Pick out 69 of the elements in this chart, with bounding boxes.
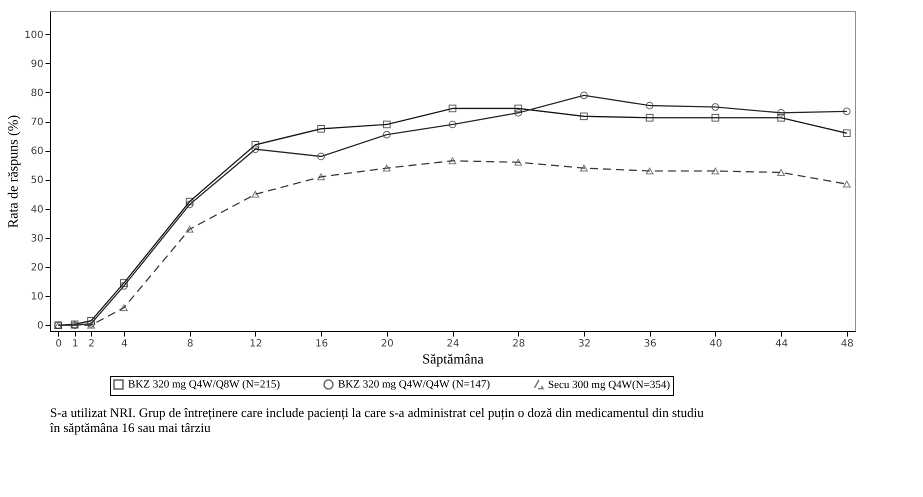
- point: [448, 120, 456, 128]
- x-tick-label: 12: [249, 338, 262, 350]
- x-tick-label: 44: [775, 338, 788, 350]
- point: [777, 108, 785, 117]
- point: [186, 198, 194, 206]
- x-tick-label: 36: [644, 338, 657, 350]
- y-axis-title: Rata de răspuns (%): [6, 114, 22, 228]
- x-axis-title: Săptămâna: [422, 352, 484, 368]
- point: [186, 200, 194, 208]
- x-tick-label: 32: [578, 338, 591, 350]
- point: [646, 114, 654, 122]
- point: [252, 140, 260, 149]
- point: [712, 103, 720, 111]
- x-tick-label: 1: [72, 338, 78, 350]
- x-tick-label: 8: [186, 338, 194, 350]
- x-tick-label: 16: [315, 338, 328, 350]
- point: [120, 304, 128, 312]
- y-tick-label: 70: [30, 117, 44, 128]
- legend-label: BKZ 320 mg Q4W/Q8W (N=215): [128, 378, 280, 391]
- point: [646, 168, 654, 174]
- point: [120, 279, 128, 287]
- point: [382, 130, 391, 138]
- point: [317, 124, 325, 133]
- point: [842, 108, 851, 116]
- point: [186, 226, 194, 233]
- point: [317, 173, 325, 180]
- y-tick-label: 10: [30, 292, 44, 303]
- x-tick-label: 20: [380, 338, 394, 350]
- point: [120, 282, 128, 290]
- point: [252, 190, 260, 198]
- x-tick-label: 2: [88, 338, 95, 350]
- x-tick-label: 48: [840, 338, 854, 350]
- point: [252, 145, 260, 154]
- y-tick-label: 100: [24, 30, 44, 41]
- point: [580, 92, 588, 100]
- point: [777, 169, 785, 176]
- y-tick-label: 80: [30, 88, 44, 99]
- point: [712, 168, 720, 174]
- point: [448, 157, 456, 164]
- point: [646, 102, 654, 110]
- point: [514, 108, 522, 117]
- y-tick-label: 0: [37, 320, 44, 332]
- y-tick-label: 50: [30, 175, 44, 186]
- point: [87, 316, 95, 325]
- x-tick-label: 40: [709, 338, 722, 350]
- point: [712, 114, 720, 122]
- point: [514, 104, 522, 112]
- point: [382, 120, 391, 128]
- legend-label: BKZ 320 mg Q4W/Q4W (N=147): [338, 378, 490, 391]
- y-tick-label: 60: [30, 146, 44, 158]
- y-tick-label: 30: [30, 233, 44, 244]
- point: [580, 112, 588, 120]
- x-tick-label: 0: [56, 338, 62, 350]
- text: S-a utilizat NRI. Grup de întreținere care include pacienți la care s-a administrat cel puțin o doză din medicamentul din studiu în săptămâna 16 sau mai târziu: [49, 405, 704, 435]
- point: [514, 158, 522, 166]
- point: [382, 164, 391, 172]
- point: [580, 164, 588, 172]
- y-tick-label: 20: [30, 262, 44, 274]
- point: [842, 129, 851, 138]
- y-tick-label: 40: [30, 204, 44, 216]
- point: [448, 104, 456, 112]
- x-tick-label: 4: [121, 338, 128, 350]
- point: [842, 180, 851, 188]
- point: [317, 152, 325, 160]
- point: [777, 114, 785, 122]
- y-tick-label: 90: [30, 58, 44, 70]
- legend-label: Secu 300 mg Q4W(N=354): [548, 378, 670, 391]
- x-tick-label: 28: [512, 338, 526, 350]
- x-tick-label: 24: [446, 338, 460, 350]
